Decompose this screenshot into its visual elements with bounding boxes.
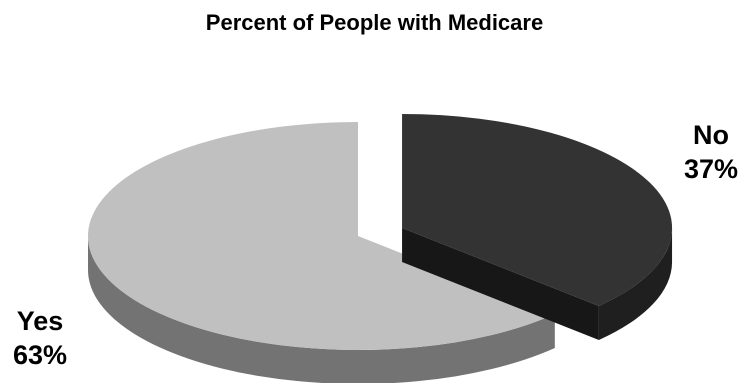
slice-yes <box>87 122 555 350</box>
slice-rim-yes <box>88 236 555 383</box>
slice-cut-face-no-1 <box>402 227 599 340</box>
slice-label-no-value: 37% <box>683 154 739 184</box>
slice-label-no-category: No <box>693 120 729 150</box>
slice-rim-no <box>598 227 673 340</box>
chart-title: Percent of People with Medicare <box>205 10 544 35</box>
slice-label-yes-value: 63% <box>12 340 68 370</box>
slice-label-yes-category: Yes <box>16 306 64 336</box>
pie-layer <box>87 113 673 383</box>
slice-label-yes: Yes 63% <box>2 304 78 372</box>
slice-label-no: No 37% <box>680 118 742 186</box>
slice-no <box>402 113 673 306</box>
